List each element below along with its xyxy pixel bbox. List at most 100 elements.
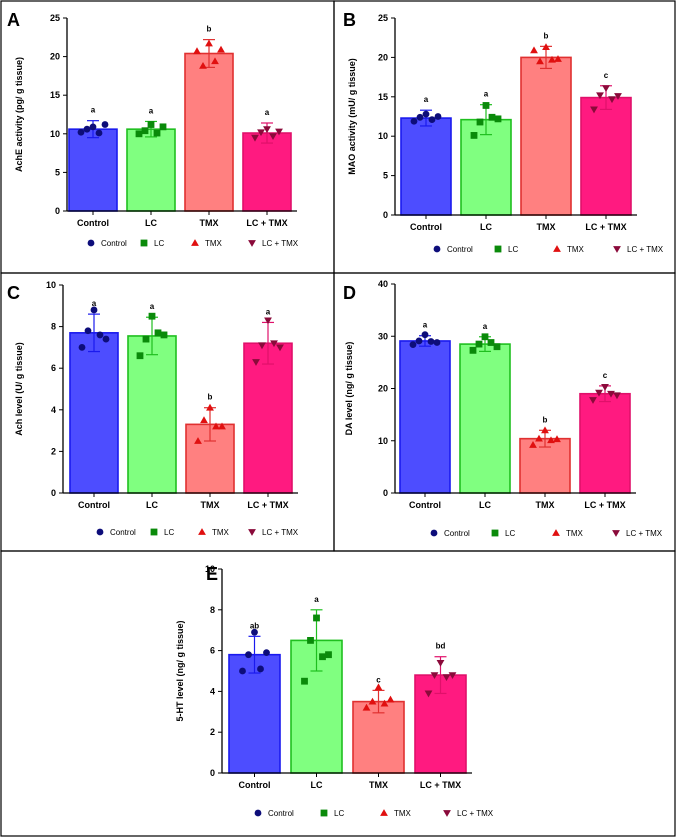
legend-marker xyxy=(254,809,262,817)
panel-frame xyxy=(0,550,676,837)
y-axis-label: AchE activity (pg/ g tissue) xyxy=(14,57,24,172)
bar xyxy=(127,335,177,494)
data-point xyxy=(307,637,314,644)
data-point xyxy=(542,43,550,51)
data-point xyxy=(147,121,155,128)
data-point xyxy=(589,397,597,404)
data-point xyxy=(83,125,91,133)
significance-letter: a xyxy=(266,307,271,316)
legend: Control LC TMX LC + TMX xyxy=(433,245,664,254)
significance-letter: ab xyxy=(250,621,259,630)
data-point xyxy=(386,695,395,703)
legend-marker xyxy=(191,239,199,246)
y-tick-label: 0 xyxy=(383,488,388,498)
bar xyxy=(228,653,281,774)
data-point xyxy=(374,683,383,691)
panel-letter: B xyxy=(343,10,356,30)
data-point xyxy=(90,306,98,314)
data-point xyxy=(421,331,429,339)
bar-group-2: b xyxy=(184,25,234,212)
y-tick-label: 8 xyxy=(210,605,215,615)
data-point xyxy=(436,659,445,667)
y-axis-label: Ach level (U/ g tissue) xyxy=(14,342,24,436)
data-point xyxy=(148,312,156,320)
data-point xyxy=(608,96,616,104)
legend-marker xyxy=(198,528,206,535)
x-tick-label: LC + TMX xyxy=(420,780,461,790)
panel-a: Aa Control a LC b TMX a LC + TMX 0 5 10 15 20 25 AchE … xyxy=(0,0,335,274)
data-point xyxy=(77,128,85,136)
y-tick-label: 10 xyxy=(205,564,215,574)
data-point xyxy=(325,651,332,659)
data-point xyxy=(427,338,435,345)
data-point xyxy=(102,335,110,343)
data-point xyxy=(194,437,202,444)
significance-letter: a xyxy=(150,302,155,311)
y-tick-label: 2 xyxy=(210,727,215,737)
data-point xyxy=(481,333,489,341)
data-point xyxy=(136,352,144,360)
significance-letter: c xyxy=(376,675,381,684)
data-point xyxy=(154,329,162,337)
x-tick-label: Control xyxy=(410,222,442,232)
y-tick-label: 0 xyxy=(383,210,388,220)
data-point xyxy=(410,117,418,125)
data-point xyxy=(494,115,502,123)
data-point xyxy=(613,392,621,400)
bar xyxy=(126,128,176,212)
x-tick-label: Control xyxy=(409,500,441,510)
panel-d: Da Control a LC b TMX c LC + TMX 0 10 20 30 40 DA lev… xyxy=(333,272,676,552)
panel-c: Ca Control a LC b TMX a LC + TMX 0 2 4 6 8 10 Ach leve… xyxy=(0,272,335,552)
data-point xyxy=(270,340,278,348)
y-tick-label: 6 xyxy=(210,646,215,656)
legend-label: LC xyxy=(164,528,174,537)
data-point xyxy=(416,113,424,121)
bar xyxy=(460,118,512,216)
data-point xyxy=(319,653,326,661)
data-point xyxy=(433,339,441,346)
bar xyxy=(400,117,452,216)
significance-letter: a xyxy=(314,595,319,604)
data-point xyxy=(482,102,490,109)
bar-group-2: c xyxy=(352,675,405,774)
x-tick-label: TMX xyxy=(369,780,388,790)
x-tick-label: LC + TMX xyxy=(584,500,625,510)
y-tick-label: 0 xyxy=(51,488,56,498)
panel-letter: E xyxy=(206,564,218,584)
legend: Control LC TMX LC + TMX xyxy=(87,239,299,248)
significance-letter: b xyxy=(207,25,212,34)
legend: Control LC TMX LC + TMX xyxy=(430,529,663,538)
bar xyxy=(243,342,293,494)
x-tick-label: LC + TMX xyxy=(247,500,288,510)
data-point xyxy=(205,39,213,47)
bar-group-3: c xyxy=(580,71,632,216)
legend-marker xyxy=(380,809,388,816)
legend-label: Control xyxy=(447,245,473,254)
legend-marker xyxy=(430,529,438,537)
y-axis-label: 5-HT level (ng/ g tissue) xyxy=(175,620,185,721)
y-tick-label: 25 xyxy=(50,13,60,23)
data-point xyxy=(595,389,603,397)
y-tick-label: 10 xyxy=(378,131,388,141)
significance-letter: a xyxy=(91,106,96,115)
data-point xyxy=(529,441,537,448)
x-tick-label: Control xyxy=(77,218,109,228)
data-point xyxy=(252,359,260,366)
significance-letter: b xyxy=(544,31,549,40)
bar-group-0: a xyxy=(69,299,119,494)
legend-label: Control xyxy=(101,239,127,248)
data-point xyxy=(415,337,423,345)
bar-group-0: ab xyxy=(228,621,281,774)
legend-marker xyxy=(320,809,328,817)
y-axis-label: DA level (ng/ g tissue) xyxy=(344,342,354,436)
x-tick-label: TMX xyxy=(200,218,219,228)
data-point xyxy=(206,403,214,411)
panel-e: Eab Control a LC c TMX bd LC + TMX 0 2 4 6 8 10 5-HT l… xyxy=(0,550,676,837)
data-point xyxy=(596,92,604,100)
legend-marker xyxy=(433,245,441,253)
data-point xyxy=(212,422,220,430)
bar-group-1: a xyxy=(459,322,511,494)
data-point xyxy=(160,331,168,339)
data-point xyxy=(211,57,219,65)
bar-group-0: a xyxy=(400,95,452,216)
